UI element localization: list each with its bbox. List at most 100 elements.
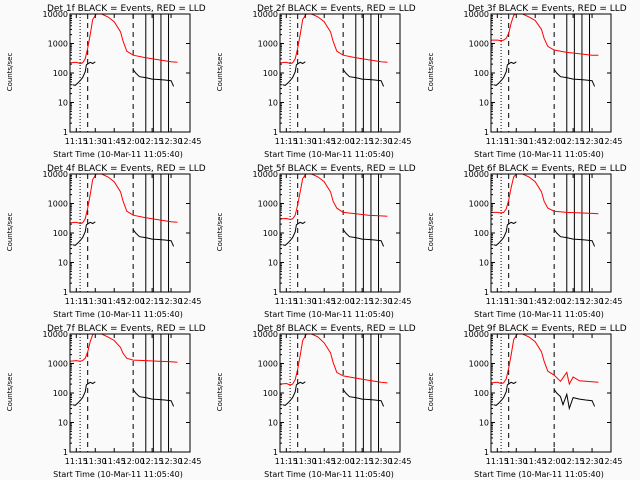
y-tick-label: 10 xyxy=(479,419,489,428)
x-tick-label: 12:15 xyxy=(351,457,374,466)
x-tick-label: 11:45 xyxy=(103,457,126,466)
x-tick-label: 11:15 xyxy=(65,297,88,306)
y-tick-label: 1 xyxy=(63,288,68,297)
x-tick-label: 11:45 xyxy=(313,137,336,146)
x-tick-label: 12:00 xyxy=(543,137,566,146)
x-tick-label: 12:30 xyxy=(581,137,604,146)
y-tick-label: 10000 xyxy=(43,330,68,339)
y-tick-label: 1 xyxy=(484,288,489,297)
x-axis-label: Start Time (10-Mar-11 11:05:40) xyxy=(53,310,183,319)
y-tick-label: 1000 xyxy=(258,40,278,49)
series-lld-line xyxy=(491,14,599,56)
x-tick-label: 11:30 xyxy=(505,457,528,466)
y-tick-label: 1000 xyxy=(469,200,489,209)
series-lld-line xyxy=(491,334,599,386)
x-tick-label: 11:45 xyxy=(103,297,126,306)
x-tick-label: 12:15 xyxy=(562,457,585,466)
chart-title: Det 7f BLACK = Events, RED = LLD xyxy=(47,324,206,334)
x-tick-label: 12:30 xyxy=(160,137,183,146)
x-tick-label: 11:30 xyxy=(294,457,317,466)
series-events-line xyxy=(132,69,175,87)
y-tick-label: 10000 xyxy=(43,10,68,19)
y-tick-label: 1000 xyxy=(469,40,489,49)
x-axis-label: Start Time (10-Mar-11 11:05:40) xyxy=(53,470,183,479)
chart-title: Det 6f BLACK = Events, RED = LLD xyxy=(468,164,627,174)
x-tick-label: 11:45 xyxy=(313,457,336,466)
x-tick-label: 12:00 xyxy=(543,297,566,306)
x-tick-label: 12:00 xyxy=(122,457,145,466)
y-tick-label: 10 xyxy=(268,419,278,428)
x-axis-label: Start Time (10-Mar-11 11:05:40) xyxy=(53,150,183,159)
series-events-line xyxy=(493,61,517,86)
x-tick-label: 12:00 xyxy=(332,297,355,306)
x-tick-label: 11:30 xyxy=(294,137,317,146)
y-tick-label: 1 xyxy=(63,128,68,137)
y-tick-label: 1 xyxy=(63,448,68,457)
y-tick-label: 100 xyxy=(53,69,68,78)
y-tick-label: 10 xyxy=(479,259,489,268)
x-tick-label: 11:30 xyxy=(505,137,528,146)
y-tick-label: 1 xyxy=(484,448,489,457)
x-tick-label: 12:15 xyxy=(562,297,585,306)
y-tick-label: 10 xyxy=(58,419,68,428)
y-axis-label: Counts/sec xyxy=(6,53,14,92)
y-axis-label: Counts/sec xyxy=(216,53,224,92)
x-tick-label: 12:00 xyxy=(122,297,145,306)
x-tick-label: 12:45 xyxy=(388,457,411,466)
x-tick-label: 11:30 xyxy=(84,137,107,146)
x-tick-label: 12:45 xyxy=(178,137,201,146)
x-axis-label: Start Time (10-Mar-11 11:05:40) xyxy=(474,310,604,319)
x-tick-label: 11:15 xyxy=(65,457,88,466)
x-tick-label: 11:30 xyxy=(294,297,317,306)
y-tick-label: 10000 xyxy=(464,10,489,19)
chart-title: Det 4f BLACK = Events, RED = LLD xyxy=(47,164,206,174)
series-lld-line xyxy=(491,174,599,215)
y-tick-label: 1 xyxy=(484,128,489,137)
x-tick-label: 12:30 xyxy=(160,297,183,306)
x-tick-label: 12:45 xyxy=(178,457,201,466)
x-tick-label: 11:15 xyxy=(275,457,298,466)
y-axis-label: Counts/sec xyxy=(216,213,224,252)
y-axis-label: Counts/sec xyxy=(6,213,14,252)
x-tick-label: 12:45 xyxy=(599,297,622,306)
y-axis-label: Counts/sec xyxy=(427,213,435,252)
y-tick-label: 10 xyxy=(268,99,278,108)
y-tick-label: 1 xyxy=(273,128,278,137)
chart-title: Det 9f BLACK = Events, RED = LLD xyxy=(468,324,627,334)
x-tick-label: 11:45 xyxy=(313,297,336,306)
x-tick-label: 12:15 xyxy=(562,137,585,146)
x-tick-label: 11:15 xyxy=(275,297,298,306)
y-tick-label: 100 xyxy=(263,389,278,398)
chart-title: Det 5f BLACK = Events, RED = LLD xyxy=(257,164,416,174)
y-tick-label: 100 xyxy=(474,229,489,238)
y-tick-label: 10000 xyxy=(253,330,278,339)
x-tick-label: 11:30 xyxy=(84,457,107,466)
x-axis-label: Start Time (10-Mar-11 11:05:40) xyxy=(474,150,604,159)
series-events-line xyxy=(72,221,96,246)
x-tick-label: 12:45 xyxy=(388,297,411,306)
chart-title: Det 1f BLACK = Events, RED = LLD xyxy=(47,4,206,14)
series-lld-line xyxy=(70,334,178,363)
series-events-line xyxy=(72,381,96,406)
y-tick-label: 10 xyxy=(58,99,68,108)
y-tick-label: 10 xyxy=(479,99,489,108)
x-tick-label: 11:15 xyxy=(486,137,509,146)
series-events-line xyxy=(342,229,385,247)
y-tick-label: 1000 xyxy=(48,40,68,49)
y-tick-label: 1 xyxy=(273,288,278,297)
y-tick-label: 100 xyxy=(53,389,68,398)
chart-title: Det 2f BLACK = Events, RED = LLD xyxy=(257,4,416,14)
x-tick-label: 11:15 xyxy=(486,297,509,306)
chart-title: Det 3f BLACK = Events, RED = LLD xyxy=(468,4,627,14)
x-tick-label: 11:45 xyxy=(103,137,126,146)
y-tick-label: 100 xyxy=(474,69,489,78)
x-axis-label: Start Time (10-Mar-11 11:05:40) xyxy=(264,310,394,319)
x-tick-label: 12:00 xyxy=(332,137,355,146)
y-tick-label: 10000 xyxy=(253,10,278,19)
x-tick-label: 12:15 xyxy=(141,457,164,466)
chart-title: Det 8f BLACK = Events, RED = LLD xyxy=(257,324,416,334)
x-tick-label: 12:45 xyxy=(599,137,622,146)
series-lld-line xyxy=(280,174,388,220)
x-tick-label: 11:15 xyxy=(65,137,88,146)
